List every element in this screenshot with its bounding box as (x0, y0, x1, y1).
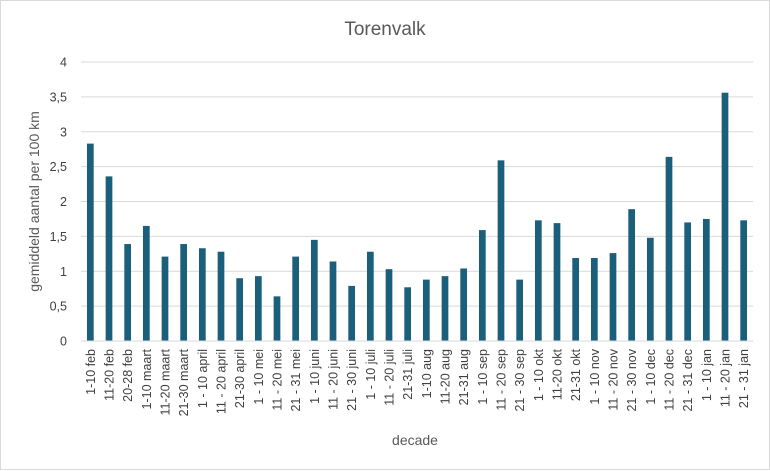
y-tick-label: 4 (60, 56, 67, 70)
bar (142, 225, 150, 341)
bar (292, 256, 300, 341)
bar (628, 209, 636, 341)
x-tick-label: 21-31 aug (457, 349, 471, 405)
bar (404, 287, 412, 341)
bar (516, 279, 524, 341)
x-tick-label: 11 - 20 juni (327, 349, 341, 410)
x-tick-label: 1 - 10 dec (644, 349, 658, 405)
x-tick-label: 21-31 okt (569, 348, 583, 401)
x-tick-label: 1-10 maart (140, 348, 154, 409)
x-tick-label: 1 - 10 april (196, 349, 210, 408)
bar (497, 160, 505, 341)
x-tick-label: 21 - 30 juni (345, 349, 359, 411)
bar (310, 239, 318, 341)
x-tick-label: 11-20 okt (551, 348, 565, 400)
x-tick-label: 11-20 aug (439, 349, 453, 404)
bar (422, 279, 430, 341)
x-tick-label: 11 - 20 juli (383, 349, 397, 406)
y-tick-label: 1 (60, 265, 67, 279)
bar (198, 248, 206, 341)
x-tick-label: 21 - 30 sep (513, 349, 527, 412)
bar (665, 156, 673, 341)
bar (217, 251, 225, 341)
x-tick-label: 1 - 10 okt (532, 348, 546, 401)
bar (86, 143, 94, 341)
x-tick-label: 11-20 feb (103, 349, 117, 401)
x-tick-label: 21-31 juli (401, 349, 415, 400)
y-tick-label: 3,5 (50, 90, 67, 104)
bar (702, 218, 710, 341)
bar (273, 296, 281, 341)
x-axis-title: decade (392, 432, 438, 448)
bar (236, 278, 244, 341)
bar (366, 251, 374, 341)
x-tick-label: 21 - 31 mei (289, 349, 303, 412)
bar (385, 269, 393, 341)
x-tick-label: 11 - 20 mei (271, 349, 285, 411)
y-tick-label: 3 (60, 125, 67, 139)
bar (721, 92, 729, 341)
y-tick-label: 2,5 (50, 160, 67, 174)
bar (105, 176, 113, 341)
bar (161, 256, 169, 341)
x-tick-label: 21 - 30 nov (625, 348, 639, 411)
x-tick-label: 11 - 20 nov (607, 348, 621, 410)
x-axis-ticks: 1-10 feb 11-20 feb 20-28 feb 1-10 maart 11-2… (84, 348, 751, 416)
bar (180, 244, 188, 341)
gridlines (81, 61, 753, 307)
bar (609, 253, 617, 341)
y-axis-ticks: 0 0,5 1 1,5 2 2,5 3 3,5 4 (50, 56, 67, 349)
x-tick-label: 11 - 20 jan (719, 349, 733, 407)
x-tick-label: 20-28 feb (121, 349, 135, 402)
bar (684, 222, 692, 341)
y-tick-label: 1,5 (50, 230, 67, 244)
x-tick-label: 1-10 feb (84, 349, 98, 395)
x-tick-label: 1-10 aug (420, 349, 434, 398)
x-tick-label: 1 - 10 mei (252, 349, 266, 405)
x-tick-label: 11-20 maart (159, 348, 173, 415)
bar (348, 285, 356, 341)
x-tick-label: 21 - 31 dec (681, 349, 695, 412)
x-tick-label: 1 - 10 juni (308, 349, 322, 404)
x-tick-label: 1 - 10 jan (700, 349, 714, 401)
bar (329, 261, 337, 341)
y-tick-label: 0 (60, 335, 67, 349)
bar (460, 268, 468, 341)
x-tick-label: 1 - 10 sep (476, 349, 490, 405)
x-tick-label: 11 - 20 sep (495, 349, 509, 411)
bar (590, 257, 598, 341)
bar (553, 223, 561, 341)
x-tick-label: 11 - 20 dec (663, 349, 677, 411)
bar (254, 276, 262, 341)
bar (740, 220, 748, 341)
x-tick-label: 11 - 20 april (215, 349, 229, 414)
x-tick-label: 21 - 31 jan (737, 349, 751, 408)
y-axis-title: gemiddeld aantal per 100 km (26, 111, 42, 292)
chart-title: Torenvalk (344, 19, 426, 40)
bar (124, 244, 132, 341)
bars (86, 92, 748, 341)
x-tick-label: 1 - 10 nov (588, 348, 602, 404)
bar (646, 237, 654, 341)
bar (478, 230, 486, 341)
x-tick-label: 21-30 april (233, 349, 247, 408)
bar (534, 220, 542, 341)
y-tick-label: 0,5 (50, 300, 67, 314)
x-tick-label: 1 - 10 juli (364, 349, 378, 400)
bar (441, 276, 449, 341)
y-tick-label: 2 (60, 195, 67, 209)
bar (572, 257, 580, 341)
x-tick-label: 21-30 maart (177, 348, 191, 416)
